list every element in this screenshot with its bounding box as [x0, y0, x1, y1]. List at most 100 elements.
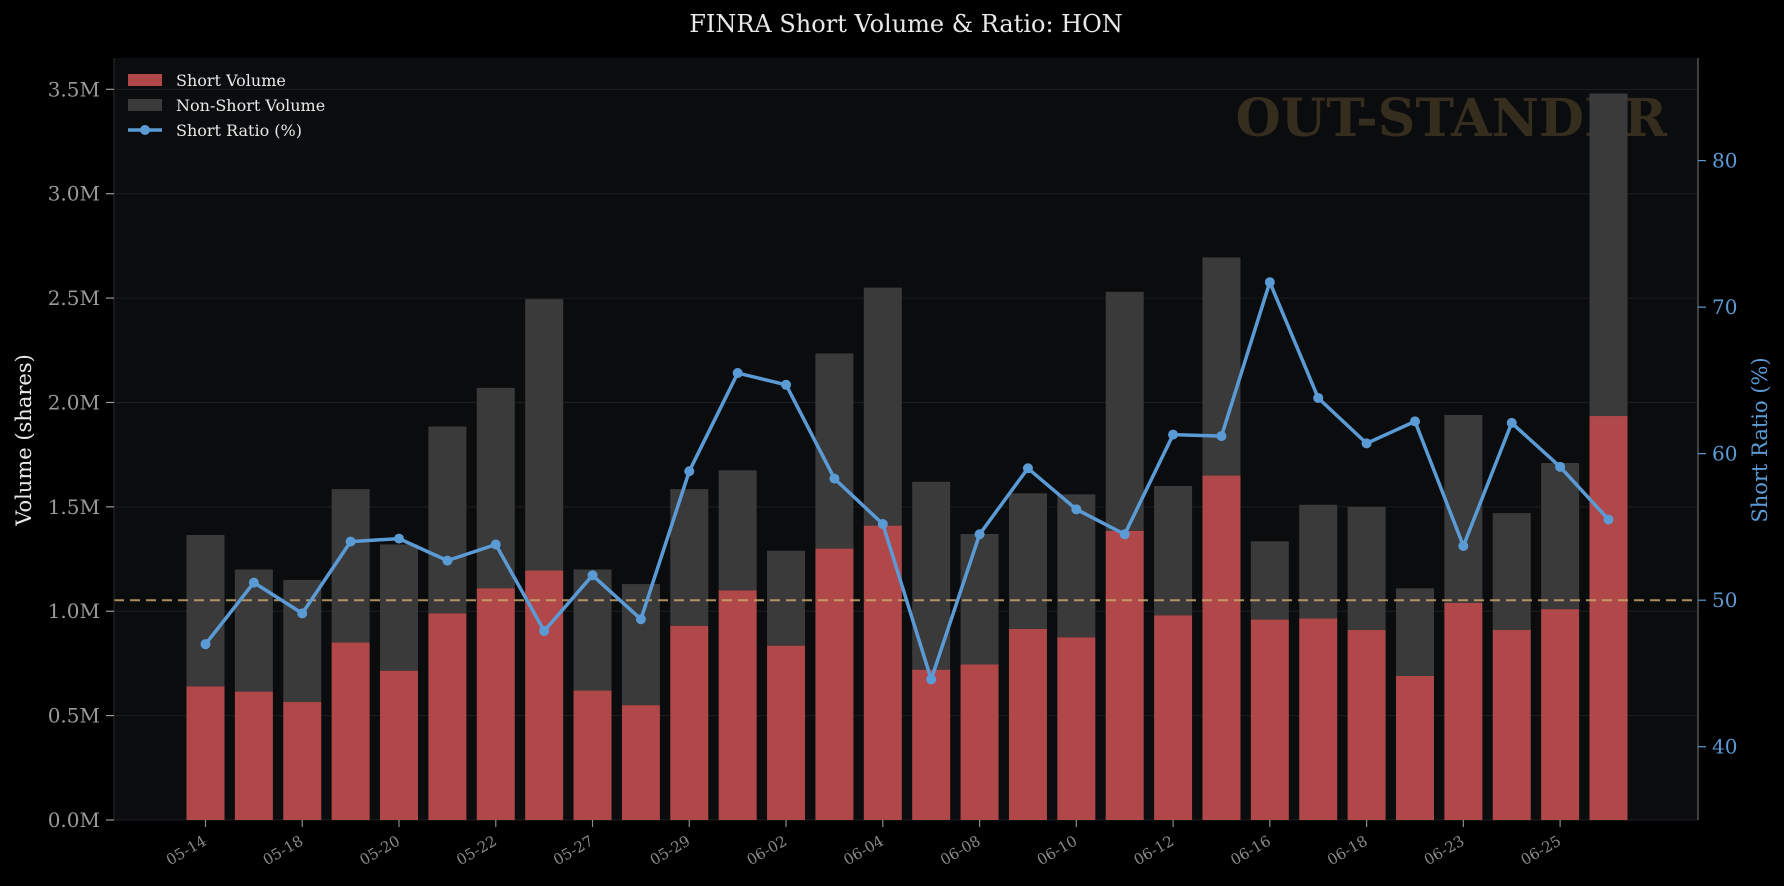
short-ratio-point [781, 379, 792, 390]
right-tick-label: 50 [1712, 588, 1737, 612]
non-short-volume-bar [1202, 257, 1241, 476]
short-ratio-point [635, 614, 646, 625]
short-volume-bar [767, 645, 806, 820]
short-volume-bar [380, 670, 419, 820]
short-ratio-point [1506, 417, 1517, 428]
y-axis-right-label: Short Ratio (%) [1748, 357, 1772, 522]
short-volume-bar [1008, 628, 1047, 820]
non-short-volume-bar [476, 387, 515, 589]
short-volume-bar [1299, 618, 1338, 820]
short-volume-bar [428, 613, 467, 820]
non-short-volume-bar [718, 470, 757, 591]
non-short-volume-bar [331, 489, 370, 643]
short-ratio-point [587, 570, 598, 581]
non-short-volume-bar [1250, 541, 1289, 620]
short-ratio-point [1168, 429, 1179, 440]
left-tick-label: 3.5M [48, 77, 100, 101]
non-short-volume-bar [186, 535, 225, 687]
legend-label: Non-Short Volume [176, 96, 325, 115]
short-ratio-point [1361, 438, 1372, 449]
short-volume-bar [186, 686, 225, 820]
short-ratio-point [1264, 277, 1275, 288]
short-ratio-point [1409, 416, 1420, 427]
short-volume-bar [283, 702, 322, 820]
short-ratio-point [442, 555, 453, 566]
non-short-volume-bar [1492, 513, 1531, 631]
left-tick-label: 1.0M [48, 599, 100, 623]
right-tick-label: 40 [1712, 735, 1737, 759]
short-ratio-point [877, 518, 888, 529]
short-ratio-point [732, 368, 743, 379]
short-volume-bar [912, 669, 951, 820]
short-ratio-point [1313, 392, 1324, 403]
non-short-volume-bar [1008, 493, 1047, 629]
short-ratio-point [1216, 431, 1227, 442]
short-ratio-point [1458, 540, 1469, 551]
non-short-volume-bar [621, 584, 660, 706]
short-volume-bar [960, 664, 999, 820]
short-ratio-point [248, 577, 259, 588]
plot-area [114, 58, 1698, 820]
short-volume-bar [1250, 619, 1289, 820]
left-tick-label: 2.0M [48, 390, 100, 414]
short-volume-bar [573, 690, 612, 820]
short-volume-bar [1154, 615, 1193, 820]
short-volume-bar [525, 570, 564, 820]
short-ratio-line-layer [200, 277, 1614, 685]
short-volume-bar [815, 548, 854, 820]
short-volume-bar [234, 691, 273, 820]
short-volume-bar [718, 590, 757, 820]
non-short-volume-bar [525, 299, 564, 571]
short-ratio-point [1071, 504, 1082, 515]
legend-label: Short Volume [176, 71, 286, 90]
legend-swatch [128, 74, 162, 86]
short-volume-bar [1395, 675, 1434, 820]
short-ratio-point [490, 539, 501, 550]
short-volume-bar [1589, 416, 1628, 820]
right-tick-label: 60 [1712, 442, 1737, 466]
short-volume-bar [1057, 637, 1096, 820]
non-short-volume-bar [1347, 506, 1386, 631]
non-short-volume-bar [1154, 485, 1193, 616]
left-tick-label: 2.5M [48, 286, 100, 310]
short-volume-bar [670, 625, 709, 820]
short-ratio-point [684, 466, 695, 477]
right-tick-label: 80 [1712, 149, 1737, 173]
short-volume-bar [1202, 475, 1241, 820]
left-tick-label: 3.0M [48, 182, 100, 206]
gridlines [114, 88, 1698, 821]
bars-layer [186, 93, 1628, 820]
short-volume-bar [1347, 630, 1386, 820]
axes-layer: 0.0M 0.5M 1.0M 1.5M 2.0M 2.5M 3.0M 3.5M 40 50 60 70… [48, 58, 1737, 869]
short-ratio-point [345, 536, 356, 547]
short-volume-bar [331, 642, 370, 820]
short-ratio-point [829, 473, 840, 484]
short-ratio-point [1603, 514, 1614, 525]
short-ratio-point [926, 674, 937, 685]
non-short-volume-bar [863, 287, 902, 526]
legend: Short Volume Non-Short Volume Short Ratio … [128, 71, 325, 140]
short-volume-bar [863, 525, 902, 820]
short-ratio-point [200, 639, 211, 650]
legend-swatch [128, 99, 162, 111]
left-tick-label: 0.5M [48, 704, 100, 728]
non-short-volume-bar [1299, 504, 1338, 619]
legend-label: Short Ratio (%) [176, 121, 302, 140]
non-short-volume-bar [234, 569, 273, 692]
short-ratio-point [394, 533, 405, 544]
non-short-volume-bar [283, 579, 322, 703]
short-ratio-point [974, 529, 985, 540]
non-short-volume-bar [767, 550, 806, 646]
chart-title: FINRA Short Volume & Ratio: HON [689, 10, 1123, 38]
non-short-volume-bar [380, 544, 419, 671]
y-axis-left-label: Volume (shares) [12, 354, 36, 527]
short-ratio-point [1022, 463, 1033, 474]
left-tick-label: 0.0M [48, 808, 100, 832]
short-volume-bar [1541, 609, 1580, 820]
short-volume-bar [1105, 530, 1144, 820]
short-ratio-point [1555, 461, 1566, 472]
short-volume-bar [476, 588, 515, 820]
short-volume-bar [1444, 602, 1483, 820]
